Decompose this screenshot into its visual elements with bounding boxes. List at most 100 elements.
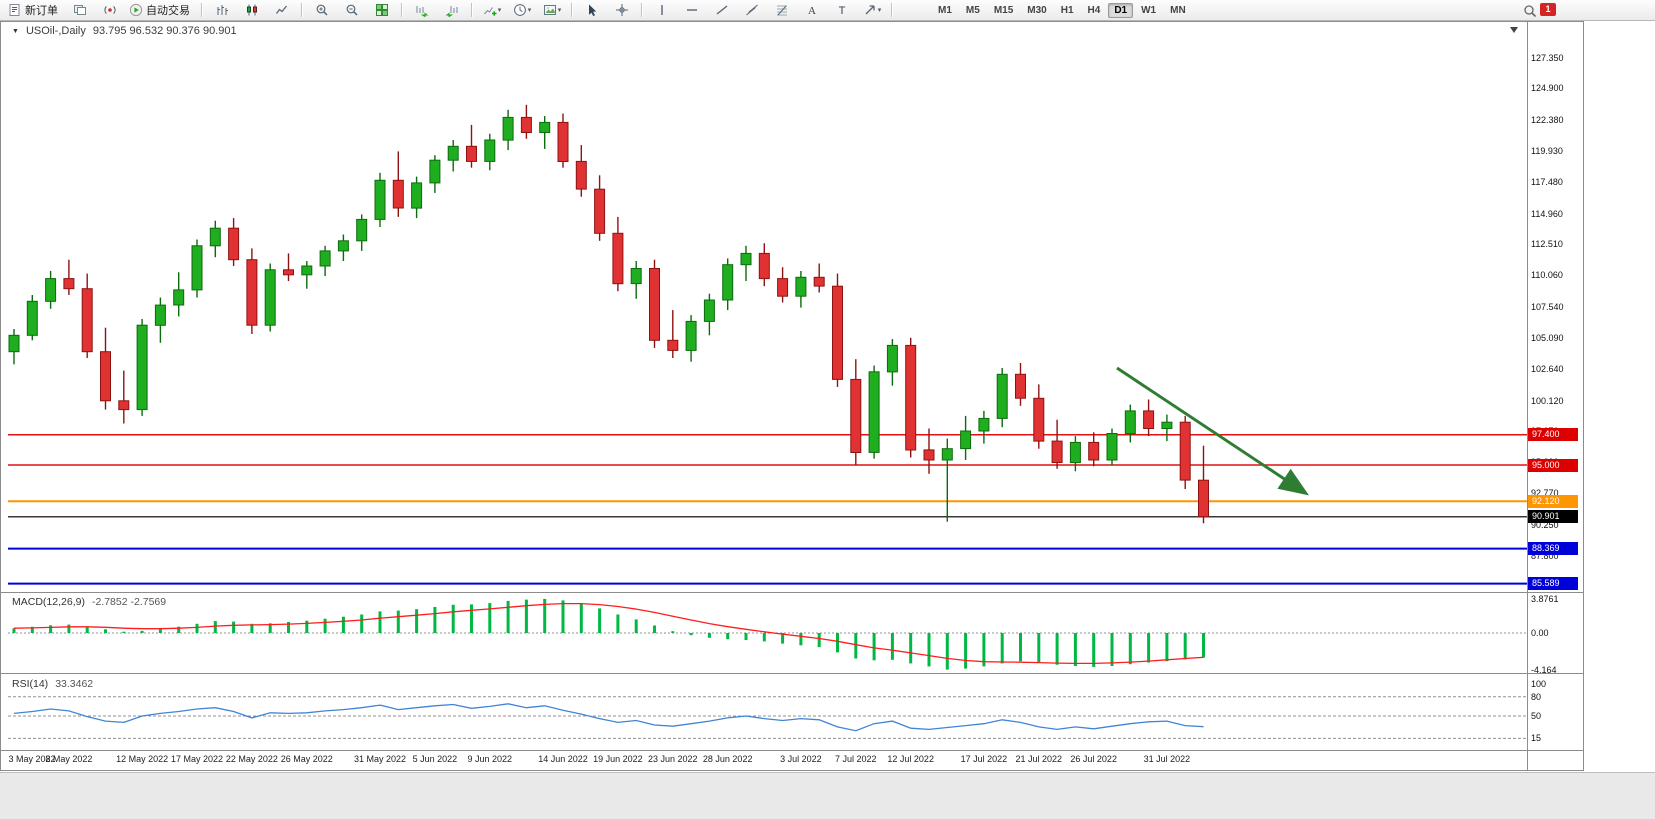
trendline-button[interactable] xyxy=(708,1,736,20)
timeframe-w1-button[interactable]: W1 xyxy=(1141,4,1157,16)
price-tag-97.400: 97.400 xyxy=(1528,428,1578,442)
auto-trading-label: 自动交易 xyxy=(146,5,190,17)
macd-axis-label: 0.00 xyxy=(1531,628,1549,638)
macd-axis-label: -4.164 xyxy=(1531,664,1557,675)
date-label: 17 Jul 2022 xyxy=(960,754,1008,764)
tile-windows-button[interactable] xyxy=(368,1,396,20)
auto-scroll-icon xyxy=(416,6,429,17)
vertical-line-button[interactable] xyxy=(648,1,676,20)
new-order-button[interactable]: 新订单 xyxy=(5,1,64,20)
zoom-out-button[interactable] xyxy=(338,1,366,20)
time-axis-divider xyxy=(1,750,1583,751)
price-tag-88.369: 88.369 xyxy=(1528,542,1578,556)
line-chart-button[interactable] xyxy=(268,1,296,20)
timeframe-m30-button[interactable]: M30 xyxy=(1027,4,1047,16)
indicators-button[interactable]: ▾ xyxy=(478,1,506,20)
bar-chart-button[interactable] xyxy=(208,1,236,20)
price-axis-label: 107.540 xyxy=(1531,302,1564,313)
templates-icon xyxy=(543,5,556,15)
trend-arrow[interactable] xyxy=(1116,366,1310,496)
search-button[interactable] xyxy=(1516,2,1544,20)
panel-divider[interactable] xyxy=(1,673,1583,674)
candlesticks xyxy=(8,104,1209,524)
price-axis-label: 105.090 xyxy=(1531,332,1564,343)
templates-dropdown-icon[interactable]: ▾ xyxy=(557,7,562,14)
chart-ohlc-values: 93.795 96.532 90.376 90.901 xyxy=(92,25,237,37)
price-axis-label: 92.770 xyxy=(1531,488,1559,499)
toolbar-separator xyxy=(641,3,643,17)
date-label: 12 May 2022 xyxy=(116,754,169,764)
arrows-button[interactable]: ▾ xyxy=(858,1,886,20)
auto-trading-button[interactable]: 自动交易 xyxy=(126,1,196,20)
fibonacci-button[interactable] xyxy=(768,1,796,20)
timeframe-h1-button[interactable]: H1 xyxy=(1060,4,1074,16)
price-chart xyxy=(8,38,1527,591)
crosshair-button[interactable] xyxy=(608,1,636,20)
notification-badge[interactable]: 1 xyxy=(1540,3,1556,16)
chart-menu-icon[interactable]: ▼ xyxy=(12,27,19,35)
macd-axis-label: 3.8761 xyxy=(1531,593,1559,604)
templates-button[interactable]: ▾ xyxy=(538,1,566,20)
date-label: 7 Jul 2022 xyxy=(835,754,877,764)
bar-chart-icon xyxy=(217,5,228,15)
zoom-out-icon xyxy=(346,4,358,16)
candle-chart-button[interactable] xyxy=(238,1,266,20)
status-strip xyxy=(0,772,1655,819)
toolbar-separator xyxy=(201,3,203,17)
price-axis-label: 112.510 xyxy=(1531,239,1563,250)
svg-text:A: A xyxy=(808,5,816,17)
rsi-axis-label: 50 xyxy=(1531,711,1542,721)
cursor-button[interactable] xyxy=(578,1,606,20)
toolbar-separator xyxy=(471,3,473,17)
price-tag-92.120: 92.120 xyxy=(1528,494,1578,508)
crosshair-icon xyxy=(616,4,628,16)
price-axis-label: 102.640 xyxy=(1531,363,1564,374)
vertical-line-icon xyxy=(661,5,663,15)
price-axis-label: 100.120 xyxy=(1531,395,1564,406)
chart-shift-button[interactable] xyxy=(438,1,466,20)
price-axis-label: 110.060 xyxy=(1531,270,1563,281)
news-icon xyxy=(104,6,116,14)
horizontal-line-button[interactable] xyxy=(678,1,706,20)
profiles-icon xyxy=(74,5,86,15)
search-icon xyxy=(1524,5,1537,18)
macd-values: -2.7852 -2.7569 xyxy=(91,596,167,608)
timeframe-d1-button[interactable]: D1 xyxy=(1108,2,1134,18)
tile-windows-icon xyxy=(376,4,388,16)
date-label: 28 Jun 2022 xyxy=(702,754,753,764)
chart-header: ▼ USOil-,Daily 93.795 96.532 90.376 90.9… xyxy=(12,25,237,37)
auto-scroll-button[interactable] xyxy=(408,1,436,20)
text-icon: A xyxy=(808,5,816,17)
text-button[interactable]: A xyxy=(798,1,826,20)
chart-shift-marker-icon[interactable] xyxy=(1510,27,1518,33)
zoom-in-button[interactable] xyxy=(308,1,336,20)
timeframe-m1-button[interactable]: M1 xyxy=(938,4,952,16)
timeframe-mn-button[interactable]: MN xyxy=(1170,4,1186,16)
indicators-dropdown-icon[interactable]: ▾ xyxy=(497,7,502,14)
macd-label: MACD(12,26,9) -2.7852 -2.7569 xyxy=(12,596,166,608)
arrows-icon xyxy=(865,5,875,15)
channel-button[interactable] xyxy=(738,1,766,20)
price-axis-label: 117.480 xyxy=(1531,176,1563,187)
panel-divider[interactable] xyxy=(1,592,1583,593)
arrows-dropdown-icon[interactable]: ▾ xyxy=(877,7,882,14)
news-button[interactable] xyxy=(96,1,124,20)
date-label: 31 May 2022 xyxy=(353,754,407,764)
date-label: 9 Jun 2022 xyxy=(467,754,513,764)
toolbar-separator xyxy=(571,3,573,17)
candle-chart-icon xyxy=(247,4,257,16)
chart-window xyxy=(0,21,1584,771)
timeframe-m15-button[interactable]: M15 xyxy=(993,4,1014,16)
date-label: 12 Jul 2022 xyxy=(887,754,934,764)
indicators-icon xyxy=(483,7,497,16)
periods-button[interactable]: ▾ xyxy=(508,1,536,20)
timeframe-m5-button[interactable]: M5 xyxy=(965,4,980,16)
timeframe-h4-button[interactable]: H4 xyxy=(1087,4,1101,16)
text-label-button[interactable]: T xyxy=(828,1,856,20)
zoom-in-icon xyxy=(316,4,328,16)
profiles-button[interactable] xyxy=(66,1,94,20)
price-axis-label: 124.900 xyxy=(1531,83,1564,94)
new-order-icon xyxy=(9,4,20,16)
date-label: 3 Jul 2022 xyxy=(780,754,822,764)
periods-dropdown-icon[interactable]: ▾ xyxy=(527,7,532,14)
